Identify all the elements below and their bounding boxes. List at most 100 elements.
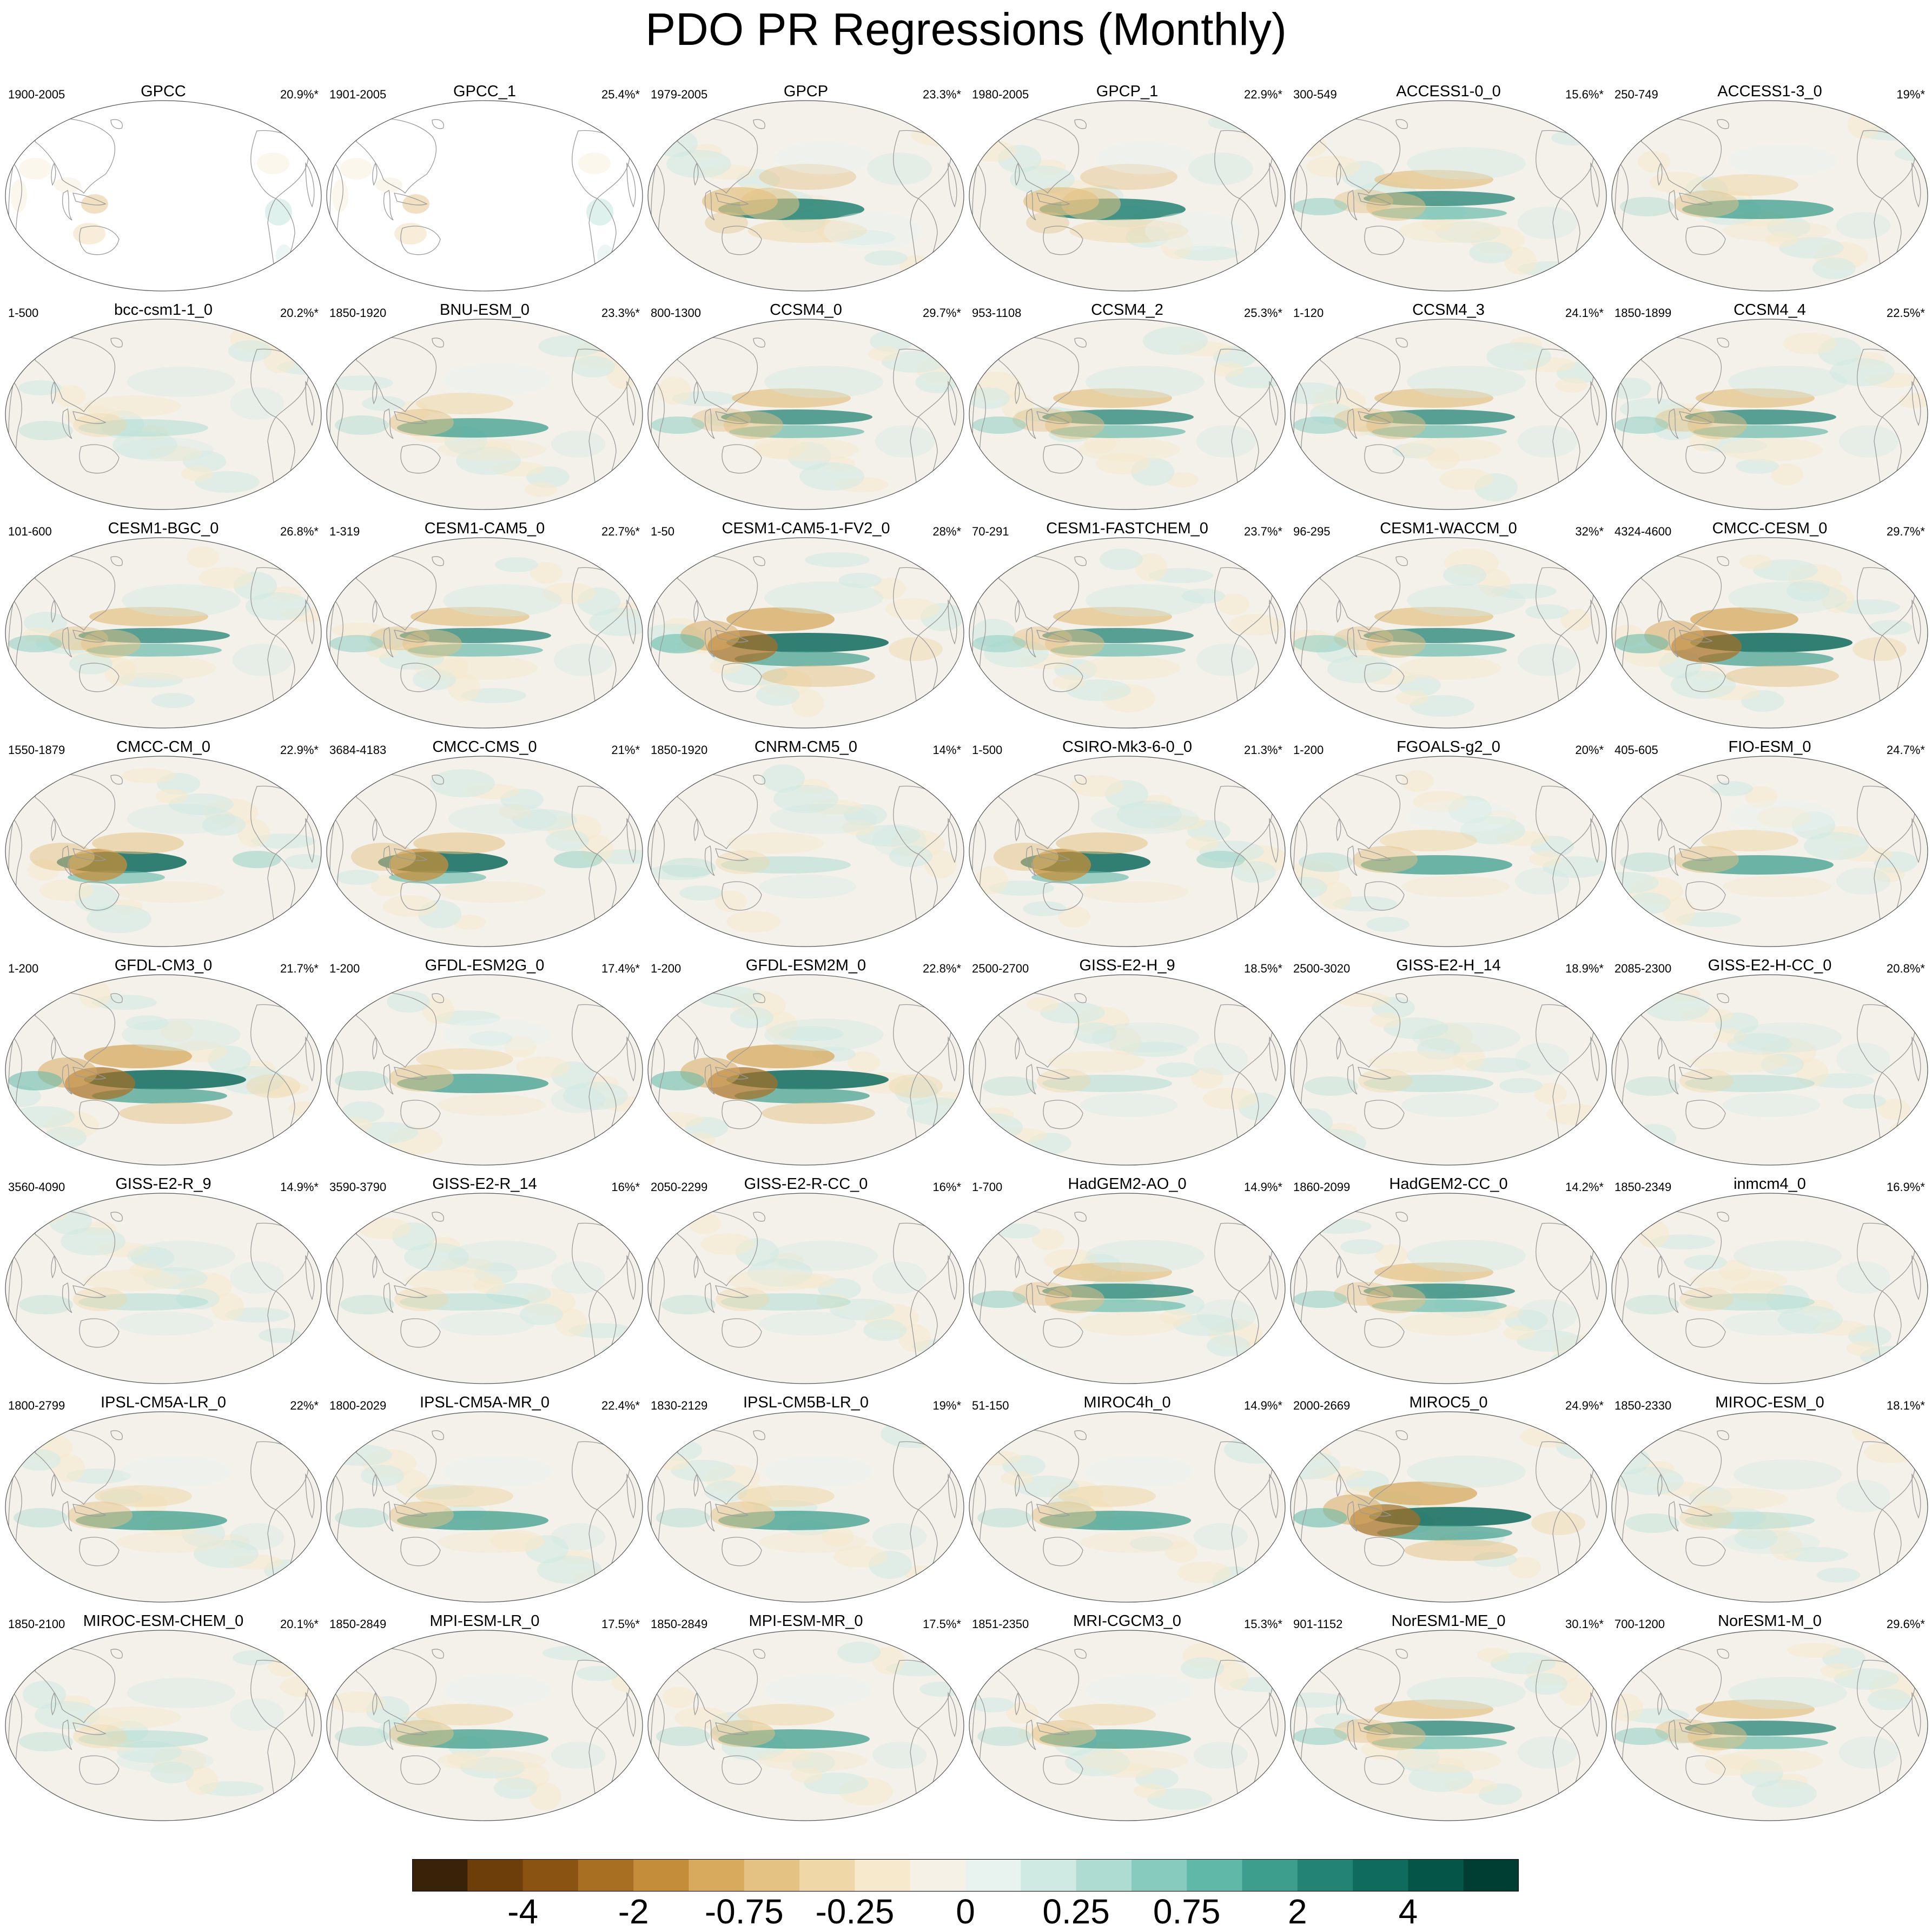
anomaly-patch <box>1765 232 1798 247</box>
anomaly-patch <box>161 1020 193 1042</box>
panel-years: 1850-2330 <box>1615 1399 1672 1412</box>
panel-title: GISS-E2-R-CC_0 <box>744 1175 868 1193</box>
anomaly-patch <box>1145 212 1242 250</box>
coastline <box>1036 630 1070 643</box>
coastline <box>1668 1063 1679 1095</box>
anomaly-patch <box>1031 1720 1096 1747</box>
anomaly-patch <box>1182 588 1225 604</box>
map-svg <box>326 1411 643 1603</box>
panel-title: NorESM1-ME_0 <box>1391 1612 1506 1630</box>
map-border <box>5 319 322 510</box>
map-panel: bcc-csm1-1_0 1-500 20.2%* <box>3 301 324 512</box>
panel-years: 96-295 <box>1293 525 1331 538</box>
anomaly-patch <box>1518 1299 1577 1332</box>
coastline <box>1043 663 1083 692</box>
coastline <box>626 1692 636 1737</box>
anomaly-patch <box>416 1704 513 1725</box>
map-panel: CESM1-FASTCHEM_0 70-291 23.7%* <box>967 519 1288 730</box>
coastline <box>1641 554 1722 631</box>
map-border <box>1611 537 1928 729</box>
coastline <box>677 554 758 631</box>
anomaly-patch <box>1701 830 1798 851</box>
anomaly-patch <box>791 689 824 717</box>
map-svg <box>969 100 1286 292</box>
colorbar-bin <box>1131 1859 1187 1892</box>
anomaly-patch <box>1503 1325 1536 1340</box>
anomaly-patch <box>773 785 838 813</box>
anomaly-field <box>332 153 613 266</box>
anomaly-patch <box>1655 408 1715 432</box>
coastline <box>432 119 444 129</box>
anomaly-patch <box>17 1449 61 1471</box>
map-svg <box>326 1630 643 1821</box>
anomaly-patch <box>1452 1043 1485 1071</box>
anomaly-patch <box>1130 1536 1173 1551</box>
coastline <box>1590 1036 1600 1082</box>
panel-years: 1860-2099 <box>1293 1180 1351 1194</box>
anomaly-patch <box>19 158 51 180</box>
coastline <box>1717 119 1729 129</box>
map-panel: GPCP_1 1980-2005 22.9%* <box>967 82 1288 293</box>
anomaly-patch <box>1679 1069 1733 1093</box>
anomaly-patch <box>666 150 731 178</box>
coastline <box>998 1210 1079 1287</box>
panel-variance: 14.9%* <box>280 1180 319 1194</box>
panel-years: 2500-3020 <box>1293 962 1351 975</box>
anomaly-field <box>1620 111 1928 279</box>
coastline <box>715 411 749 424</box>
map-border <box>647 537 964 729</box>
coastline <box>704 1063 715 1095</box>
panel-title: MRI-CGCM3_0 <box>1073 1612 1181 1630</box>
anomaly-field <box>969 1430 1285 1595</box>
panel-variance: 22.8%* <box>923 962 961 975</box>
panel-title: HadGEM2-CC_0 <box>1389 1175 1508 1193</box>
coastline <box>1685 881 1726 911</box>
anomaly-patch <box>416 1048 513 1070</box>
colorbar <box>412 1859 1519 1892</box>
coastline <box>62 626 72 658</box>
coastline <box>1320 336 1400 413</box>
coastline <box>79 1755 120 1785</box>
coastline <box>1074 1212 1087 1222</box>
anomaly-field <box>335 991 643 1155</box>
map-svg <box>647 100 964 292</box>
panel-variance: 18.1%* <box>1887 1399 1925 1412</box>
colorbar-bin <box>965 1859 1021 1892</box>
anomaly-patch <box>691 408 751 432</box>
anomaly-patch <box>1688 1502 1720 1517</box>
anomaly-patch <box>911 124 964 146</box>
anomaly-patch <box>1314 1713 1358 1728</box>
panel-years: 1800-2799 <box>8 1399 65 1412</box>
map-panel: GFDL-CM3_0 1-200 21.7%* <box>3 956 324 1167</box>
coastline <box>400 1755 441 1785</box>
anomaly-patch <box>92 832 184 854</box>
anomaly-field <box>1291 1648 1592 1805</box>
coastline <box>1320 1647 1400 1724</box>
coastline <box>383 845 394 876</box>
coastline <box>400 881 441 911</box>
coastline <box>1358 193 1392 206</box>
anomaly-patch <box>1243 120 1275 141</box>
coastline <box>1717 993 1729 1003</box>
anomaly-patch <box>875 425 935 458</box>
coastline <box>1320 991 1400 1068</box>
panel-title: CMCC-CMS_0 <box>432 738 537 756</box>
coastline <box>1358 1285 1392 1298</box>
coastline <box>1657 1036 1663 1060</box>
coastline <box>400 1537 441 1566</box>
coastline <box>626 162 636 208</box>
anomaly-patch <box>726 607 835 631</box>
anomaly-patch <box>1037 1069 1091 1093</box>
panel-variance: 23.7%* <box>1244 525 1282 538</box>
anomaly-patch <box>495 557 538 572</box>
panel-variance: 32%* <box>1575 525 1604 538</box>
map-panel: CMCC-CM_0 1550-1879 22.9%* <box>3 738 324 949</box>
anomaly-patch <box>150 1762 194 1783</box>
coastline <box>1025 1282 1036 1313</box>
anomaly-patch <box>1374 388 1493 408</box>
map-svg <box>1290 974 1607 1166</box>
anomaly-patch <box>19 421 73 440</box>
coastline <box>753 1430 765 1440</box>
anomaly-patch <box>1293 416 1347 434</box>
map-panel: MPI-ESM-LR_0 1850-2849 17.5%* <box>324 1612 645 1823</box>
